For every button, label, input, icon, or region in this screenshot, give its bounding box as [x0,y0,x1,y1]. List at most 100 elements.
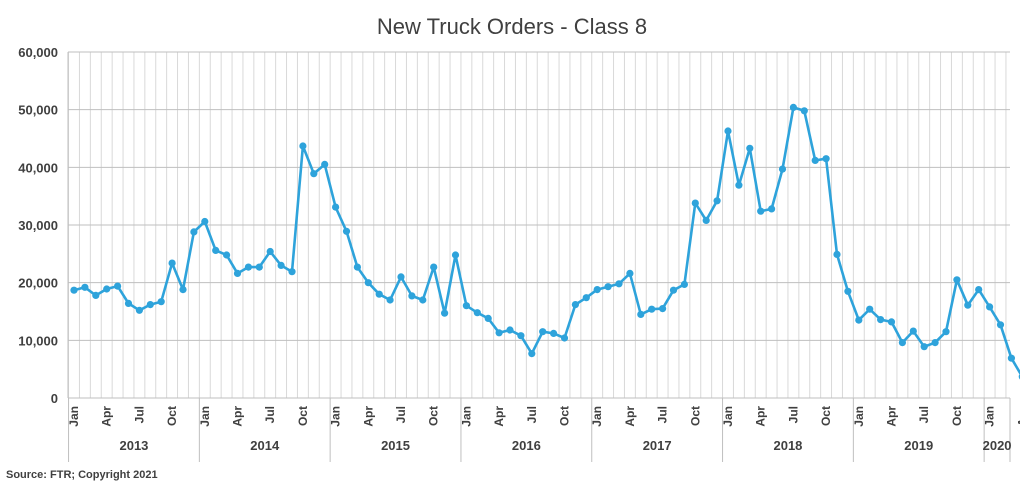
x-month-label: Apr [754,406,768,427]
data-point [560,334,569,342]
data-point [898,339,907,347]
data-point [800,107,808,115]
x-month-label: Jan [198,406,212,427]
x-month-label: Jan [329,406,343,427]
data-point [364,279,372,287]
x-month-label: Oct [165,406,179,426]
data-point [310,170,318,178]
y-tick-label: 0 [51,391,58,406]
data-point [582,294,590,302]
data-point [517,332,525,340]
y-tick-label: 50,000 [18,103,58,118]
data-point [124,299,133,307]
data-point [659,305,667,313]
axes [67,52,1011,462]
x-month-label: Jan [67,406,81,427]
data-point [702,216,710,224]
x-year-label: 2018 [773,438,802,453]
x-month-label: Oct [558,406,572,426]
data-point [484,314,492,322]
x-month-label: Oct [296,406,310,426]
data-point [528,350,536,358]
data-point [353,263,361,271]
data-point [866,305,874,313]
data-point [789,103,798,111]
data-point [637,310,645,318]
data-point [179,286,187,294]
x-year-label: 2015 [381,438,410,453]
chart-title: New Truck Orders - Class 8 [377,14,647,39]
x-month-label: Apr [623,406,637,427]
data-point [223,251,231,259]
data-point [768,205,776,213]
data-point [571,301,580,309]
x-month-label: Jul [786,406,800,423]
data-point [146,301,154,309]
x-month-label: Oct [427,406,441,426]
data-point [811,156,819,164]
data-point [931,339,939,347]
x-month-label: Jul [394,406,408,423]
data-point [822,155,830,163]
data-point [757,207,765,215]
x-year-label: 2017 [643,438,672,453]
series-layer [70,103,1020,380]
x-month-label: Apr [492,406,506,427]
x-month-label: Jul [263,406,277,423]
data-point [299,142,307,150]
data-point [408,292,416,300]
data-point [746,144,754,152]
data-point [604,283,612,291]
data-point [441,309,449,317]
data-point [114,282,122,290]
y-tick-label: 30,000 [18,218,58,233]
x-month-label: Jan [983,406,997,427]
x-month-label: Apr [100,406,114,427]
data-point [986,303,994,311]
data-point [615,280,623,288]
data-point [855,316,863,324]
y-tick-label: 60,000 [18,45,58,60]
data-point [462,302,470,310]
data-point [724,127,732,135]
data-point [168,259,176,267]
data-point [495,329,503,337]
data-point [255,263,263,271]
y-tick-label: 10,000 [18,333,58,348]
x-year-label: 2013 [119,438,148,453]
data-point [669,286,678,294]
data-point [909,327,917,335]
x-month-label: Jan [590,406,604,427]
data-point [321,160,329,168]
data-point [135,306,143,314]
x-year-label: 2016 [512,438,541,453]
y-tick-label: 20,000 [18,276,58,291]
data-point [648,305,656,313]
x-year-label: 2019 [904,438,933,453]
y-tick-label: 40,000 [18,160,58,175]
x-month-label: Jul [917,406,931,423]
x-month-label: Apr [1015,406,1020,427]
data-point [942,328,950,336]
data-point [473,309,481,317]
data-point [342,227,351,235]
data-point [844,287,852,295]
data-point [244,263,252,271]
data-point [419,296,427,304]
x-month-label: Apr [231,406,245,427]
data-point [964,301,972,309]
data-point [887,318,896,326]
x-month-label: Jan [852,406,866,427]
data-point [70,286,78,294]
data-point [375,290,383,298]
data-point [626,269,634,277]
x-month-label: Jan [459,406,473,427]
series-line [73,106,1020,376]
x-month-label: Oct [950,406,964,426]
data-point [1007,354,1016,362]
data-point [157,298,165,306]
data-point [920,343,928,351]
data-point [996,321,1005,329]
data-point [266,247,274,256]
